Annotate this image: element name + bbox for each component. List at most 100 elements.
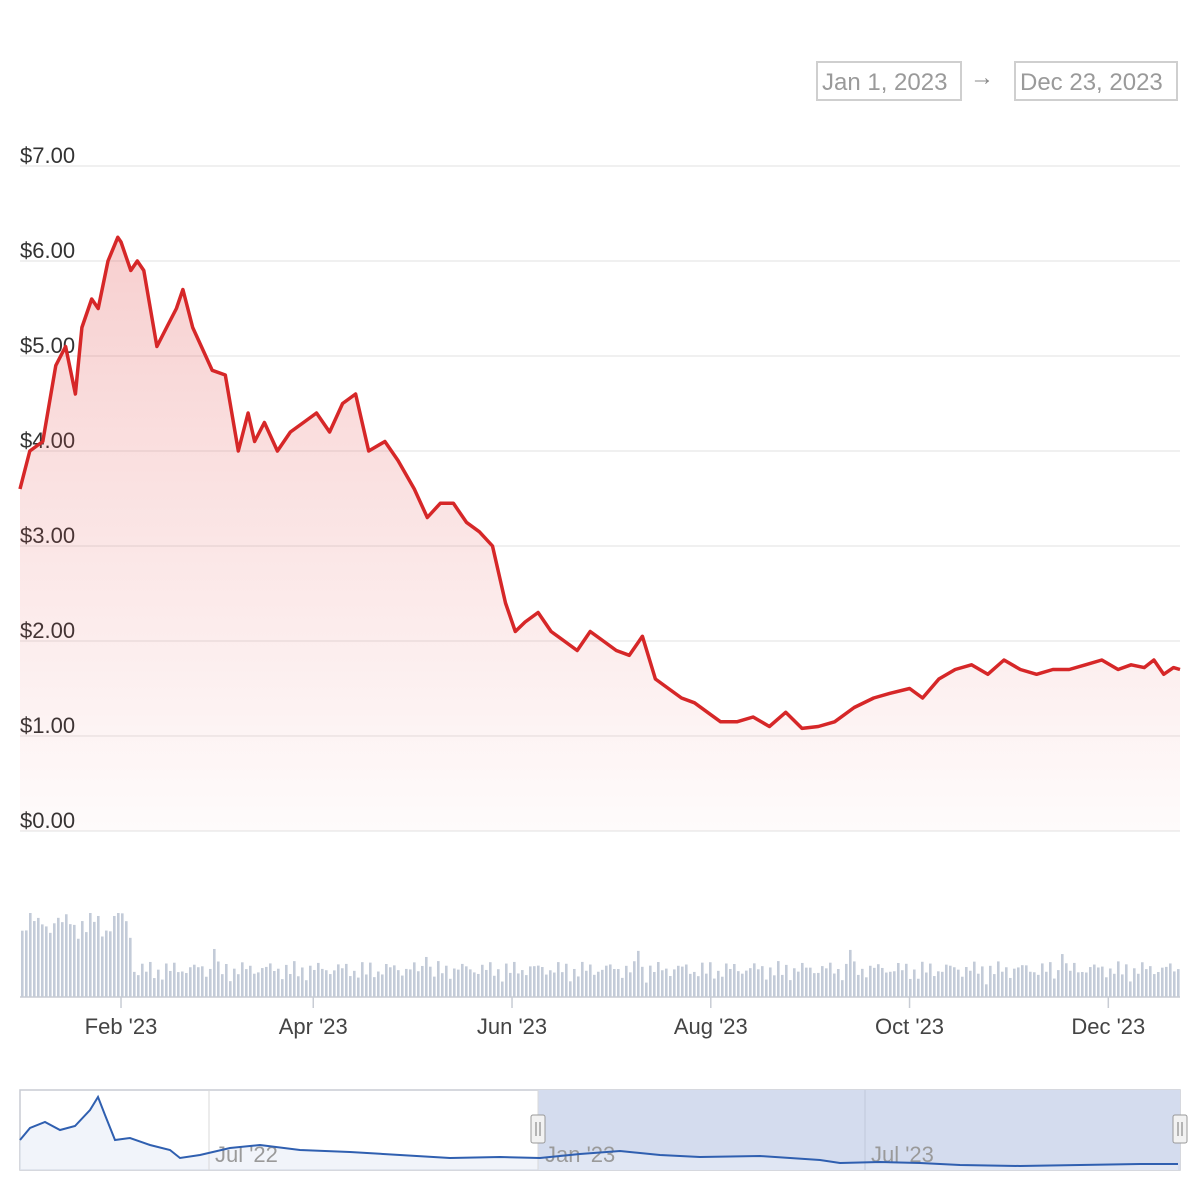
volume-bar <box>745 970 748 997</box>
volume-bar <box>21 930 24 997</box>
volume-bar <box>341 968 344 997</box>
date-range-end-field[interactable]: Dec 23, 2023 <box>1014 61 1178 101</box>
volume-bar <box>761 966 764 997</box>
volume-bar <box>1113 973 1116 997</box>
volume-bar <box>989 965 992 997</box>
volume-bar <box>1057 970 1060 997</box>
volume-bar <box>597 971 600 997</box>
volume-bar <box>1157 972 1160 997</box>
volume-bar <box>705 973 708 997</box>
volume-bar <box>837 969 840 997</box>
volume-bar <box>937 971 940 997</box>
volume-bar <box>857 974 860 997</box>
volume-bar <box>1121 974 1124 997</box>
volume-bar <box>89 913 92 997</box>
date-range-arrow: → <box>970 64 994 91</box>
volume-bar <box>529 966 532 997</box>
volume-bar <box>569 981 572 997</box>
volume-bar <box>33 921 36 997</box>
volume-bar <box>409 969 412 997</box>
volume-bar <box>993 974 996 997</box>
volume-bar <box>609 964 612 997</box>
volume-bar <box>413 962 416 997</box>
volume-bar <box>1089 967 1092 997</box>
volume-bar <box>1101 966 1104 997</box>
volume-bar <box>641 966 644 997</box>
volume-bar <box>869 965 872 997</box>
volume-bar <box>1065 963 1068 997</box>
volume-bar <box>137 975 140 997</box>
volume-bar <box>25 930 28 997</box>
date-range-start-field[interactable]: Jan 1, 2023 <box>816 61 962 101</box>
volume-bar <box>357 977 360 997</box>
volume-bar <box>741 973 744 997</box>
volume-bar <box>97 915 100 997</box>
volume-bar <box>253 973 256 997</box>
volume-bar <box>817 972 820 997</box>
volume-bar <box>41 924 44 997</box>
volume-bar <box>173 962 176 997</box>
volume-bar <box>1013 968 1016 997</box>
volume-bar <box>905 963 908 997</box>
volume-bar <box>649 965 652 997</box>
volume-bar <box>557 962 560 997</box>
volume-bar <box>1093 964 1096 997</box>
volume-bar <box>337 964 340 997</box>
volume-bar <box>353 970 356 997</box>
volume-bar <box>177 972 180 997</box>
volume-bar <box>985 984 988 997</box>
volume-bar <box>533 966 536 997</box>
volume-bar <box>1033 972 1036 997</box>
volume-bar <box>157 969 160 997</box>
navigator-right-handle[interactable] <box>1172 1114 1188 1144</box>
volume-bar <box>713 978 716 997</box>
volume-bar <box>997 961 1000 997</box>
volume-bar <box>141 963 144 997</box>
volume-bar <box>237 974 240 997</box>
volume-bar <box>1077 972 1080 997</box>
volume-bar <box>913 969 916 997</box>
volume-bar <box>161 979 164 997</box>
volume-bar <box>129 937 132 997</box>
navigator-area <box>20 1097 1178 1170</box>
volume-bar <box>737 971 740 997</box>
volume-bar <box>601 969 604 997</box>
volume-bar <box>965 967 968 997</box>
volume-bar <box>593 974 596 997</box>
volume-bar <box>897 962 900 997</box>
navigator[interactable]: Jul '22 Jan '23 Jul '23 <box>19 1089 1188 1171</box>
volume-bar <box>77 938 80 997</box>
volume-bar <box>1129 981 1132 997</box>
volume-bar <box>181 971 184 997</box>
volume-bar <box>1069 970 1072 997</box>
volume-bar <box>481 964 484 997</box>
volume-bar <box>517 973 520 997</box>
volume-bar <box>233 968 236 997</box>
volume-bar <box>585 970 588 997</box>
volume-bar <box>385 963 388 997</box>
volume-bar <box>581 961 584 997</box>
volume-bar <box>273 970 276 997</box>
volume-bar <box>45 926 48 997</box>
volume-bar <box>829 962 832 997</box>
volume-bar <box>657 962 660 997</box>
volume-bar <box>717 970 720 997</box>
navigator-left-handle[interactable] <box>530 1114 546 1144</box>
volume-bar <box>909 978 912 997</box>
volume-bar <box>297 976 300 997</box>
volume-bar <box>397 970 400 997</box>
x-tick-label: Oct '23 <box>875 1014 944 1039</box>
volume-bar <box>1109 968 1112 997</box>
volume-bar <box>901 970 904 997</box>
volume-bar <box>885 972 888 997</box>
volume-bar <box>381 974 384 997</box>
volume-bar <box>121 913 124 997</box>
volume-bar <box>665 968 668 997</box>
volume-bar <box>209 968 212 997</box>
volume-bar <box>145 971 148 997</box>
volume-bar <box>553 972 556 997</box>
volume-bar <box>1041 963 1044 997</box>
volume-bar <box>393 965 396 997</box>
volume-bar <box>453 968 456 997</box>
volume-bar <box>1097 967 1100 997</box>
